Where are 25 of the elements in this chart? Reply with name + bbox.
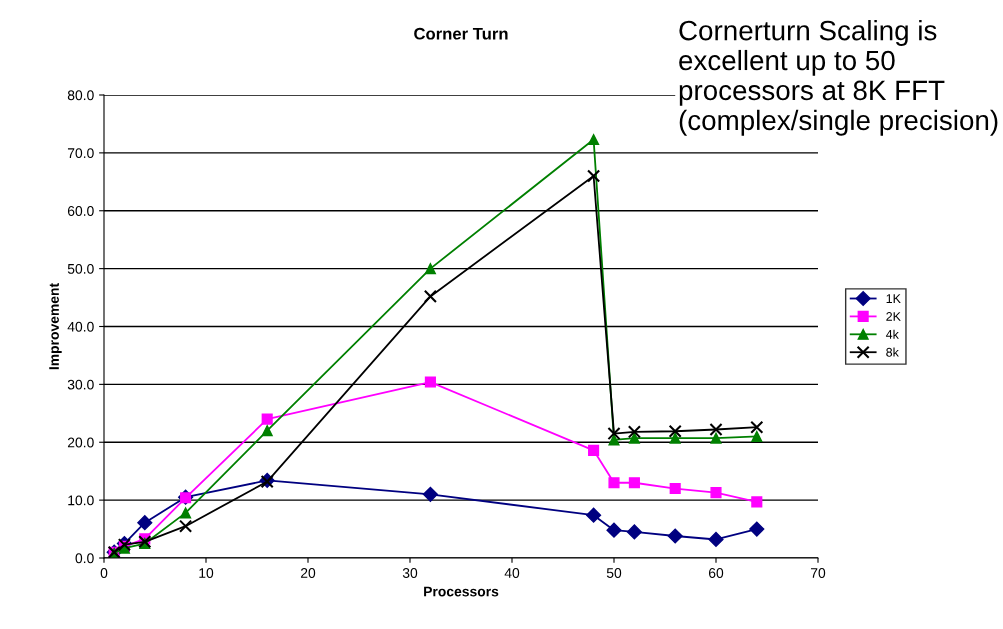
y-tick-label: 0.0 — [75, 553, 94, 564]
annotation: Cornerturn Scaling is excellent up to 50 processors at 8K FFT (complex/single precision) — [679, 20, 998, 136]
y-tick-label: 60.0 — [67, 206, 94, 216]
x-tick-label: 30 — [402, 568, 418, 578]
x-axis-title: Processors — [424, 586, 499, 597]
x-tick-label: 10 — [199, 568, 214, 578]
y-tick-label: 20.0 — [67, 437, 94, 448]
y-axis-title: Improvement — [49, 283, 62, 370]
x-tick-label: 60 — [708, 568, 724, 578]
y-tick-label: 40.0 — [67, 321, 94, 332]
y-tick-label: 10.0 — [68, 495, 94, 506]
x-tick-label: 20 — [300, 568, 316, 578]
y-tick-label: 50.0 — [67, 263, 94, 274]
legend-label: 1K — [886, 294, 901, 303]
y-tick-label: 30.0 — [67, 379, 94, 390]
legend-label: 8k — [886, 347, 899, 357]
y-tick-label: 70.0 — [67, 148, 94, 159]
x-tick-label: 0 — [100, 568, 108, 578]
legend-label: 4k — [885, 329, 899, 339]
y-tick-label: 80.0 — [67, 90, 94, 101]
legend-label: 2K — [886, 312, 901, 321]
x-tick-label: 70 — [810, 568, 826, 578]
x-tick-label: 40 — [504, 568, 520, 578]
x-tick-label: 50 — [606, 568, 622, 578]
chart-title: Corner Turn — [414, 27, 508, 40]
